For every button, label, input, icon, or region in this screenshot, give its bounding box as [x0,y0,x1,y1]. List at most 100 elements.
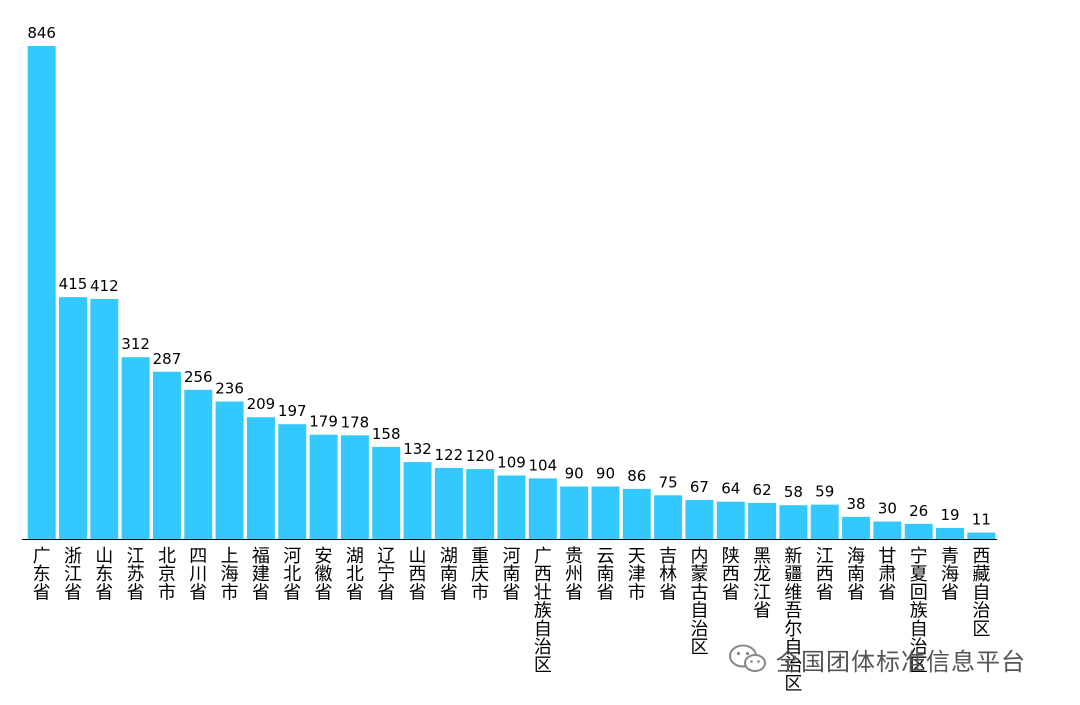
category-label: 重庆市 [471,546,489,603]
bar-value-label: 412 [90,277,119,295]
category-label: 陕西省 [722,546,740,603]
category-label: 四川省 [189,546,207,603]
category-label: 浙江省 [64,546,82,603]
category-label: 山西省 [409,546,427,603]
bar-value-label: 62 [753,481,772,499]
bar [904,523,933,539]
category-label: 湖北省 [346,546,364,603]
bar [685,499,714,539]
category-label: 安徽省 [315,546,333,603]
bar [340,435,369,539]
bar [246,417,275,539]
category-label: 江西省 [816,546,834,603]
bar [278,424,307,539]
category-label: 福建省 [252,546,270,603]
category-label: 黑龙江省 [753,546,771,622]
bar-value-label: 30 [878,500,897,518]
watermark-text: 全国团体标准信息平台 [776,647,1026,676]
bar [936,527,965,539]
bar-value-label: 287 [153,350,182,368]
bar [873,521,902,539]
category-label: 广东省 [33,546,51,603]
bar [622,488,651,539]
bar-value-label: 11 [972,511,991,529]
bar [121,357,150,539]
bar-value-label: 179 [309,413,338,431]
category-label: 贵州省 [565,546,583,603]
category-label: 新疆维吾尔自治区 [784,546,802,694]
bar-value-label: 178 [341,413,370,431]
bar-value-label: 58 [784,483,803,501]
bar [591,486,620,539]
category-label: 河南省 [503,546,521,603]
bar [215,401,244,539]
bar-value-label: 26 [909,502,928,520]
bar-value-label: 109 [497,453,526,471]
bar [152,371,181,539]
bar [372,446,401,539]
bar [434,467,463,539]
bar [528,478,557,539]
bar-value-label: 120 [466,447,495,465]
bar [466,469,495,539]
bar-value-label: 19 [940,506,959,524]
category-label: 上海市 [221,546,239,603]
bar-value-label: 122 [435,446,464,464]
bar-value-label: 158 [372,425,401,443]
bar [184,389,213,539]
bar [748,502,777,539]
category-label: 内蒙古自治区 [690,546,708,658]
bar [967,532,996,539]
bar-value-label: 312 [121,335,150,353]
category-label: 宁夏回族自治区 [910,546,928,676]
category-labels-group: 广东省浙江省山东省江苏省北京市四川省上海市福建省河北省安徽省湖北省辽宁省山西省湖… [33,546,991,694]
bar [27,46,56,539]
bar-value-label: 236 [215,379,244,397]
bar-value-label: 75 [659,473,678,491]
bar [497,475,526,539]
category-label: 海南省 [847,546,865,603]
category-label: 云南省 [596,546,614,603]
bar [842,516,871,539]
bar [90,298,119,539]
bar [560,486,589,539]
bars-group [27,46,996,539]
category-label: 广西壮族自治区 [534,546,552,676]
bar-value-label: 38 [847,495,866,513]
bar [716,501,745,539]
category-label: 天津市 [628,546,646,603]
category-label: 湖南省 [440,546,458,603]
bar-value-label: 59 [815,483,834,501]
bar-value-label: 256 [184,368,213,386]
bar [58,297,87,539]
category-label: 河北省 [283,546,301,603]
bar-value-label: 415 [59,275,88,293]
bar-value-label: 67 [690,478,709,496]
category-label: 吉林省 [659,546,677,603]
category-label: 江苏省 [127,546,145,603]
bar-value-label: 64 [721,480,740,498]
category-label: 北京市 [158,546,176,603]
bar-value-label: 90 [596,465,615,483]
category-label: 山东省 [95,546,113,603]
wechat-icon [729,644,766,672]
category-label: 甘肃省 [878,546,896,603]
bar [309,434,338,539]
bar [779,505,808,539]
bar-value-label: 90 [565,465,584,483]
bar-value-label: 209 [247,395,276,413]
bar-value-label: 197 [278,402,307,420]
bar-value-label: 132 [403,440,432,458]
category-label: 西藏自治区 [972,546,990,640]
bar [403,462,432,539]
bar-value-label: 86 [627,467,646,485]
watermark: 全国团体标准信息平台 [728,642,1026,676]
category-label: 辽宁省 [377,546,395,603]
bar [810,504,839,539]
bar-value-label: 104 [528,456,557,474]
bar [654,495,683,539]
bar-value-label: 846 [27,24,56,42]
category-label: 青海省 [941,546,959,603]
